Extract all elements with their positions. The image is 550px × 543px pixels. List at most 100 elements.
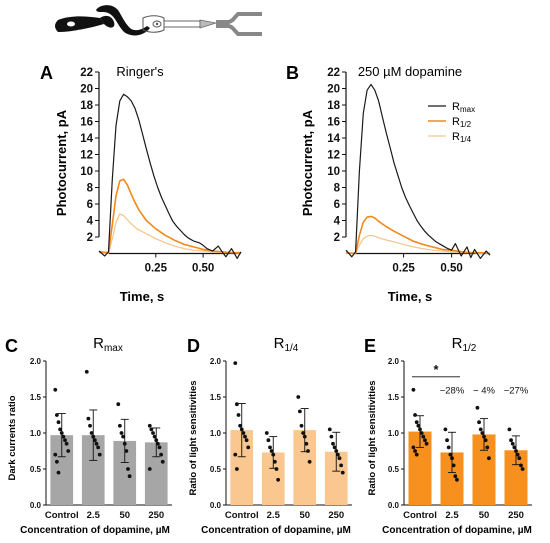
data-point [507,427,512,432]
data-point [272,459,277,464]
data-point [477,420,481,425]
y-tick-label: 12 [327,150,340,162]
data-point [238,423,243,428]
panel-a-title: Ringer's [116,64,164,79]
y-tick-label: 4 [87,216,94,228]
data-point [66,449,71,453]
data-point [424,441,429,446]
x-tick-label: 0.25 [392,263,415,275]
panel-d-title: R1/4 [274,335,299,354]
data-point [413,449,417,453]
data-point [243,434,247,439]
category-label: Control [403,510,437,521]
panel-letter-a: A [40,63,53,83]
data-point [411,387,416,392]
data-point [96,445,101,450]
panel-d-xlabel: Concentration of dopamine, µM [201,525,351,536]
panel-b-xlabel: Time, s [388,289,433,304]
y-tick-label: 18 [80,100,93,112]
data-point [331,441,335,446]
legend-label-rhalf: R1/2 [452,116,472,129]
panel-letter-d: D [187,336,200,356]
data-point [269,449,274,453]
data-point [119,431,124,435]
data-point [419,431,424,435]
y-tick-label: 2 [87,232,93,244]
data-point [241,431,246,435]
data-point [147,467,152,471]
data-point [453,474,458,479]
y-tick-label: 20 [80,84,93,96]
data-point [89,431,94,435]
legend-label-rquarter: R1/4 [452,131,472,144]
data-point [339,463,344,468]
data-point [510,441,515,446]
data-point [327,427,332,432]
data-point [485,445,490,450]
data-point [124,449,129,453]
data-point [296,395,301,399]
legend-label-rmax: Rmax [452,101,475,114]
y-tick-label: 14 [327,133,340,145]
y-tick-label: 0.5 [210,465,222,474]
data-point [455,477,459,482]
data-point [157,445,162,450]
data-point [54,459,59,464]
data-point [446,445,451,450]
x-tick-label: 0.50 [440,263,462,275]
panel-letter-b: B [286,63,299,83]
y-tick-label: 10 [327,166,340,178]
data-point [423,438,427,443]
y-tick-label: 2.0 [210,357,222,366]
significance-marker: * [433,362,439,377]
y-tick-label: 1.0 [388,429,400,438]
y-tick-label: 0.5 [388,465,400,474]
data-point [97,452,102,457]
data-point [244,438,249,443]
data-point [307,459,312,464]
plot-e: 0.0 0.5 1.0 1.5 2.0 Control 2.5 50 250 *−28% − 4% −… [388,357,532,521]
data-point [329,434,334,439]
data-point [56,470,61,475]
series-line-r12 [98,178,241,254]
y-tick-label: 0.0 [210,501,222,510]
panel-e-ylabel: Ratio of light sensitivities [367,380,378,495]
y-tick-label: 14 [80,133,93,145]
data-point [159,452,164,457]
data-point [414,452,419,457]
lamprey-icon [55,5,150,36]
data-point [160,459,165,464]
panel-letter-e: E [364,336,376,356]
data-point [53,452,58,457]
data-point [147,423,152,428]
category-label: 2.5 [445,510,459,521]
percent-label: − 4% [473,385,495,396]
y-tick-label: 6 [87,199,93,211]
category-label: 2.5 [267,510,281,521]
y-tick-label: 0.0 [388,501,400,510]
data-point [478,427,483,432]
y-tick-label: 0.5 [30,465,42,474]
data-point [94,441,99,446]
y-tick-label: 22 [80,67,93,79]
data-point [126,467,130,471]
panel-letter-c: C [5,336,18,356]
data-point [155,441,160,446]
data-point [519,463,523,468]
data-point [117,423,122,428]
y-tick-label: 12 [80,150,93,162]
bar-50 [293,430,317,505]
data-point [121,434,126,439]
series-line-rmax [345,83,491,259]
y-tick-label: 4 [334,216,341,228]
data-point [236,413,241,417]
data-point [413,413,417,417]
y-tick-label: 1.0 [210,429,222,438]
y-tick-label: 6 [334,199,340,211]
category-label: Control [225,510,259,521]
data-point [63,438,67,443]
data-point [61,434,66,439]
data-point [92,438,97,443]
plot-a: 2 4 6 8 10 12 14 16 18 20 22 0.25 0.50 [80,67,242,275]
data-point [127,474,132,479]
